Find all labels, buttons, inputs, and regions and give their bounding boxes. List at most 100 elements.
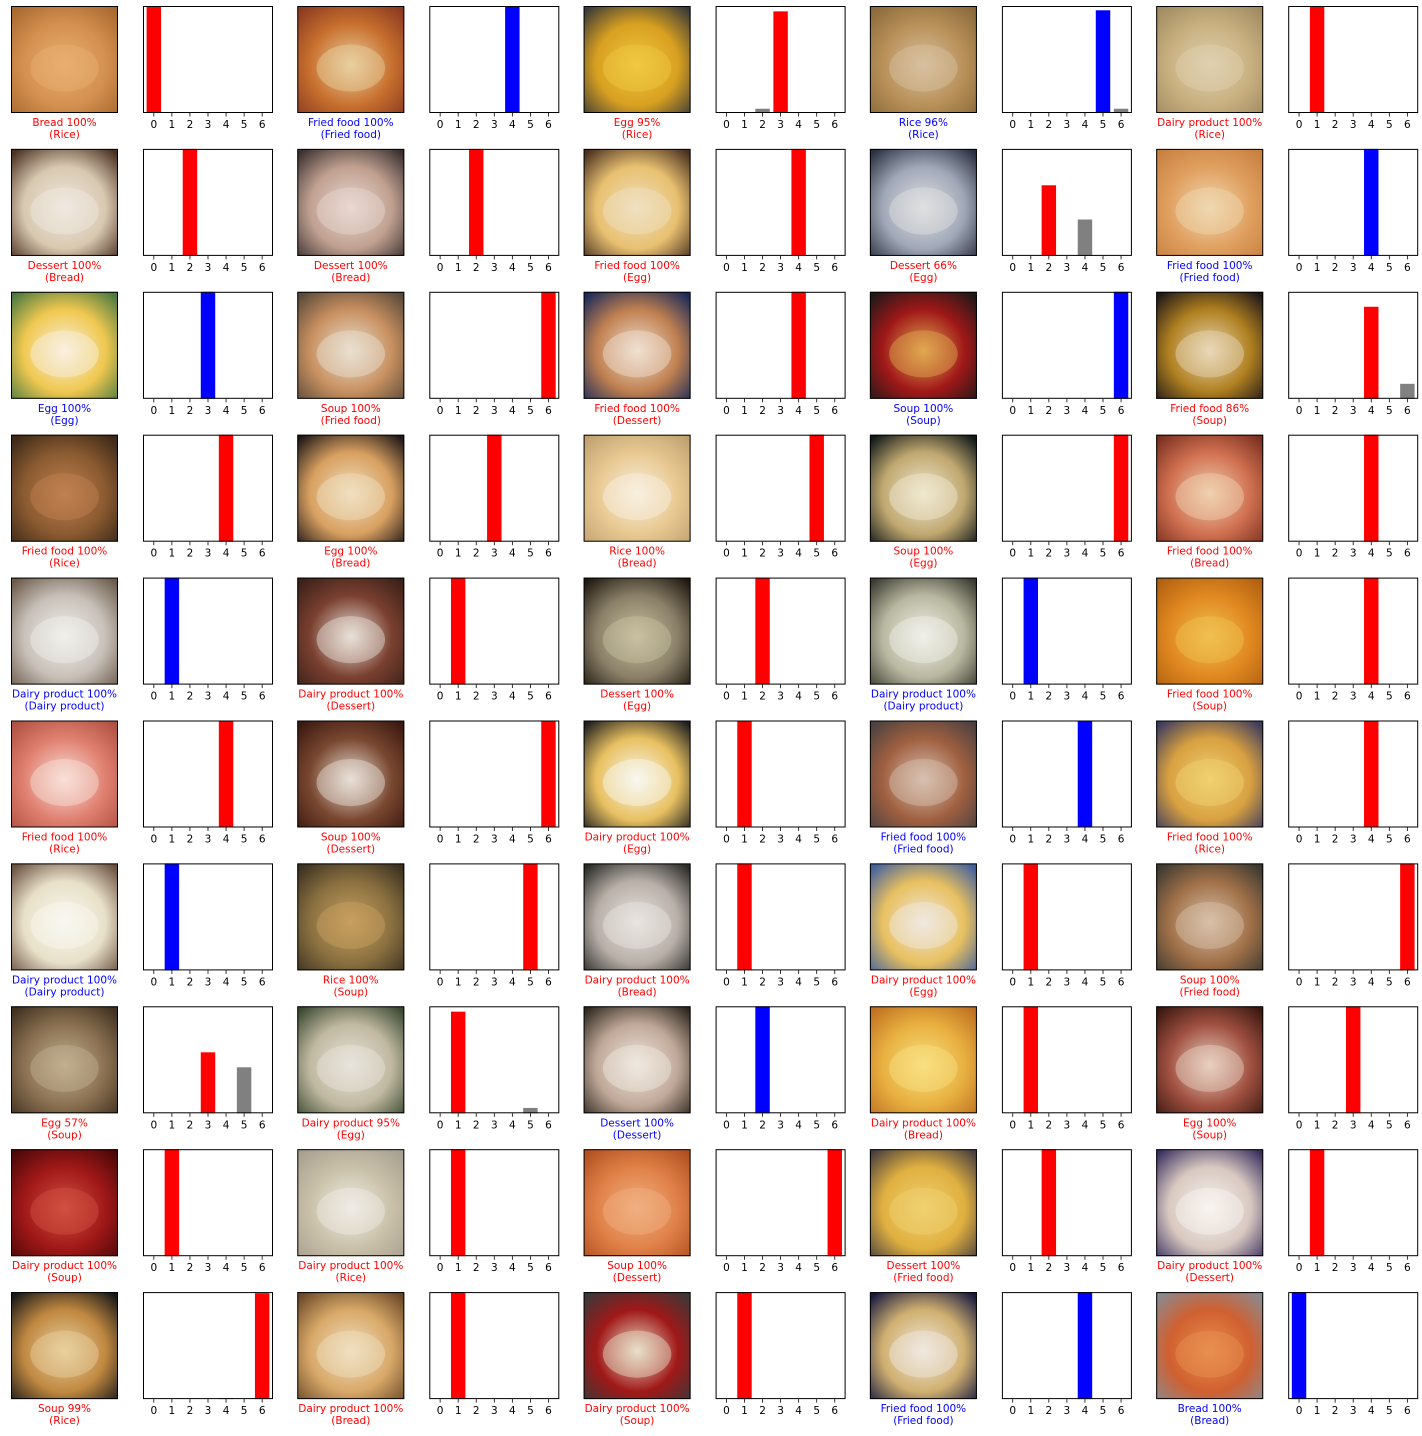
- true-label: (Fried food): [321, 129, 381, 141]
- x-tick-label: 2: [1332, 834, 1339, 846]
- plot-area: [1001, 720, 1132, 828]
- predicted-label: Fried food 100%: [1167, 260, 1253, 272]
- photo-frame: [11, 1292, 118, 1400]
- x-tick-label: 3: [205, 976, 212, 988]
- x-tick-label: 4: [223, 548, 230, 560]
- plot-area: [1001, 863, 1132, 971]
- predicted-label: Fried food 100%: [881, 1403, 967, 1415]
- x-tick-label: 3: [1064, 262, 1071, 274]
- photo-frame: [297, 6, 405, 113]
- x-tick-label: 4: [509, 834, 516, 846]
- photo-fill: [869, 148, 977, 256]
- plot-frame: [1001, 148, 1132, 256]
- photo-frame: [1156, 1006, 1264, 1114]
- food-photo-miso-soup: [583, 1292, 691, 1400]
- predicted-label: Dairy product 100%: [585, 974, 690, 986]
- x-tick-label: 2: [473, 1405, 480, 1417]
- food-photo-deviled-eggs-tray: [583, 720, 691, 828]
- x-tick-label: 5: [1386, 1119, 1393, 1131]
- photo-fill: [11, 148, 118, 256]
- photo-fill: [1156, 291, 1264, 399]
- x-tick-label: 0: [150, 1405, 157, 1417]
- x-tick-label: 2: [187, 405, 194, 417]
- true-label: (Soup): [47, 1272, 82, 1284]
- plot-frame: [1001, 577, 1132, 685]
- food-photo-mixed-rice: [1156, 6, 1264, 113]
- bar-class-2: [1041, 1149, 1057, 1257]
- x-tick-label: 5: [813, 548, 820, 560]
- plot-area: [143, 148, 273, 256]
- food-photo-chocolate-cake: [297, 577, 405, 685]
- x-tick-label: 1: [169, 262, 176, 274]
- x-tick-label: 3: [1064, 1119, 1071, 1131]
- photo-frame: [1156, 434, 1264, 542]
- x-tick-label: 4: [795, 834, 802, 846]
- photo-dish: [889, 901, 958, 950]
- x-tick-label: 2: [1046, 1405, 1053, 1417]
- plot-area: [715, 1006, 846, 1114]
- x-tick-label: 4: [509, 119, 516, 131]
- plot-area: [1288, 577, 1419, 685]
- x-tick-label: 0: [150, 1262, 157, 1274]
- photo-fill: [1156, 148, 1264, 256]
- x-tick-label: 5: [1386, 691, 1393, 703]
- bar-class-4: [1364, 577, 1379, 685]
- x-tick-label: 6: [545, 262, 552, 274]
- predicted-label: Fried food 100%: [1167, 689, 1253, 701]
- predicted-label: Dairy product 100%: [12, 689, 117, 701]
- bar-class-6: [1113, 434, 1129, 542]
- photo-fill: [1156, 6, 1264, 113]
- photo-fill: [11, 291, 118, 399]
- plot-area: [1001, 291, 1132, 399]
- x-tick-label: 5: [1100, 976, 1107, 988]
- x-tick-label: 3: [777, 1405, 784, 1417]
- photo-dish: [602, 1044, 672, 1092]
- x-tick-label: 3: [1350, 691, 1357, 703]
- x-tick-label: 4: [1368, 119, 1375, 131]
- photo-fill: [1156, 1006, 1264, 1114]
- plot-frame: [1288, 148, 1419, 256]
- photo-dish: [316, 330, 386, 378]
- photo-frame: [583, 6, 691, 113]
- true-label: (Dessert): [613, 1272, 662, 1284]
- x-tick-label: 1: [1027, 1119, 1034, 1131]
- x-tick-label: 3: [491, 548, 498, 560]
- x-tick-label: 0: [150, 262, 157, 274]
- x-tick-label: 6: [1118, 1262, 1125, 1274]
- x-tick-label: 6: [831, 691, 838, 703]
- photo-dish: [316, 1044, 386, 1092]
- photo-fill: [11, 1292, 118, 1400]
- x-tick-label: 2: [1046, 405, 1053, 417]
- x-tick-label: 4: [795, 405, 802, 417]
- plot-frame: [715, 1006, 846, 1114]
- photo-fill: [11, 6, 118, 113]
- predicted-label: Rice 96%: [899, 117, 948, 129]
- plot-area: [1288, 1292, 1419, 1400]
- plot-frame: [1288, 863, 1419, 971]
- x-tick-label: 6: [1118, 548, 1125, 560]
- x-tick-label: 5: [241, 262, 248, 274]
- predicted-label: Fried food 100%: [1167, 832, 1253, 844]
- x-tick-label: 4: [1082, 1262, 1089, 1274]
- true-label: (Bread): [331, 272, 370, 284]
- photo-fill: [1156, 1292, 1264, 1400]
- predicted-label: Dairy product 100%: [298, 689, 403, 701]
- predicted-label: Fried food 100%: [1167, 546, 1253, 558]
- photo-fill: [11, 1006, 118, 1114]
- food-photo-noodle-salad: [11, 434, 118, 542]
- bar-class-1: [450, 577, 466, 685]
- plot-frame: [143, 434, 273, 542]
- x-tick-label: 0: [437, 691, 444, 703]
- bar-class-3: [1345, 1006, 1361, 1114]
- photo-frame: [869, 1149, 977, 1257]
- x-tick-label: 3: [777, 691, 784, 703]
